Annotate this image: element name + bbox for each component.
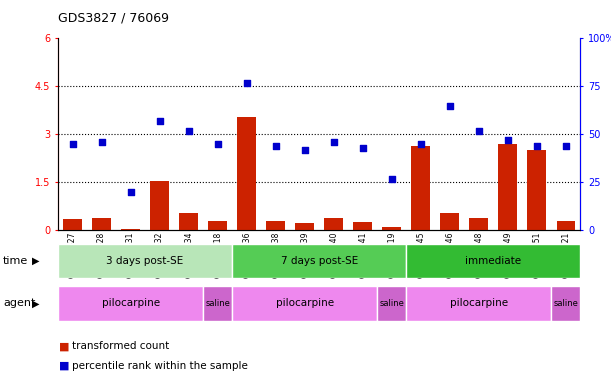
Text: pilocarpine: pilocarpine	[101, 298, 159, 308]
Bar	[382, 227, 401, 230]
Point	[271, 143, 280, 149]
Text: saline: saline	[379, 299, 404, 308]
Bar	[441, 213, 459, 230]
Bar	[266, 222, 285, 230]
Text: pilocarpine: pilocarpine	[450, 298, 508, 308]
Bar	[353, 222, 372, 230]
Bar	[208, 221, 227, 230]
Text: agent: agent	[3, 298, 35, 308]
Point	[387, 175, 397, 182]
Bar	[150, 181, 169, 230]
Bar	[63, 219, 82, 230]
Text: percentile rank within the sample: percentile rank within the sample	[72, 361, 248, 371]
Bar	[411, 146, 430, 230]
Bar	[121, 229, 140, 230]
Text: ■: ■	[59, 341, 70, 351]
Text: 3 days post-SE: 3 days post-SE	[106, 256, 184, 266]
Point	[97, 139, 106, 145]
Text: ▶: ▶	[32, 298, 39, 308]
Point	[503, 137, 513, 143]
Point	[184, 127, 194, 134]
Bar	[203, 286, 232, 321]
Text: GDS3827 / 76069: GDS3827 / 76069	[58, 12, 169, 25]
Point	[68, 141, 78, 147]
Bar	[295, 223, 314, 230]
Point	[329, 139, 338, 145]
Text: ■: ■	[59, 361, 70, 371]
Point	[358, 145, 368, 151]
Point	[300, 147, 310, 153]
Point	[561, 143, 571, 149]
Text: ▶: ▶	[32, 256, 39, 266]
Text: immediate: immediate	[466, 256, 521, 266]
Bar	[499, 144, 518, 230]
Bar	[237, 117, 256, 230]
Bar	[92, 218, 111, 230]
Point	[532, 143, 542, 149]
Text: saline: saline	[554, 299, 579, 308]
Bar	[58, 244, 232, 278]
Bar	[179, 213, 198, 230]
Point	[474, 127, 484, 134]
Point	[213, 141, 222, 147]
Text: pilocarpine: pilocarpine	[276, 298, 334, 308]
Bar	[551, 286, 580, 321]
Bar	[58, 286, 203, 321]
Bar	[232, 244, 406, 278]
Text: transformed count: transformed count	[72, 341, 169, 351]
Point	[126, 189, 136, 195]
Bar	[557, 222, 576, 230]
Text: saline: saline	[205, 299, 230, 308]
Point	[445, 103, 455, 109]
Point	[155, 118, 164, 124]
Bar	[469, 218, 488, 230]
Bar	[527, 151, 546, 230]
Bar	[324, 218, 343, 230]
Text: 7 days post-SE: 7 days post-SE	[280, 256, 358, 266]
Bar	[377, 286, 406, 321]
Bar	[406, 286, 552, 321]
Point	[242, 79, 252, 86]
Text: time: time	[3, 256, 28, 266]
Point	[416, 141, 426, 147]
Bar	[232, 286, 378, 321]
Bar	[406, 244, 580, 278]
